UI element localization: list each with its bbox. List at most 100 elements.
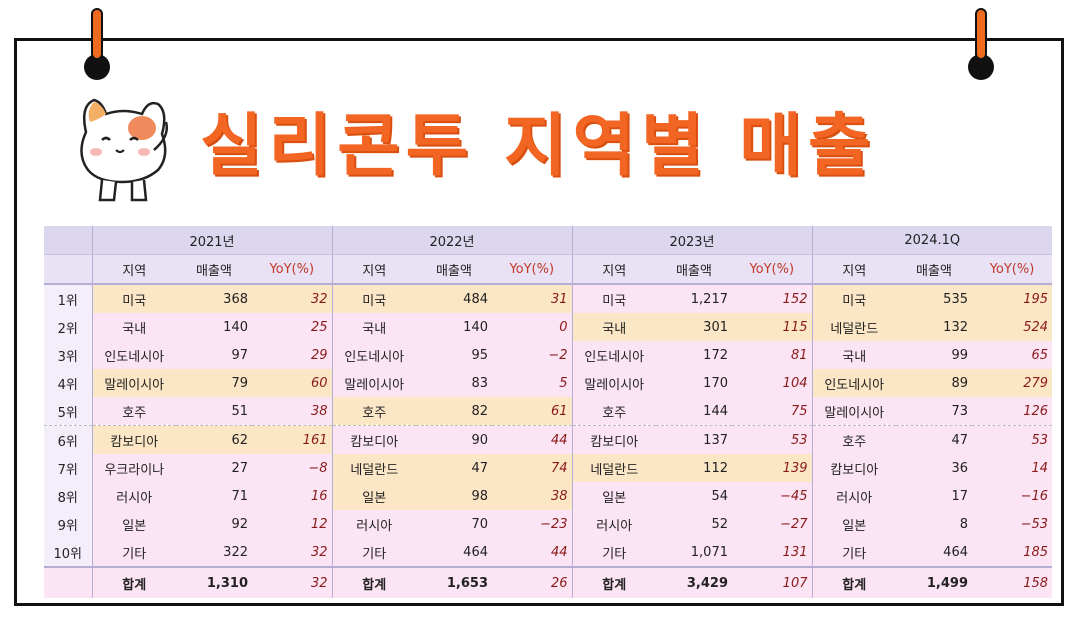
- yoy-cell: 524: [972, 313, 1053, 341]
- col-region: 지역: [571, 254, 656, 285]
- sales-cell: 52: [656, 510, 732, 538]
- yoy-cell: 38: [252, 397, 332, 426]
- region-cell: 캄보디아: [91, 425, 176, 454]
- yoy-cell: 32: [252, 284, 332, 313]
- table-row: 5위 호주 51 38 호주 82 61 호주 144 75 말레이시아 73 126: [44, 397, 1053, 426]
- region-cell: 인도네시아: [571, 341, 656, 369]
- yoy-cell: 185: [972, 538, 1053, 567]
- rank-cell: 9위: [44, 510, 92, 538]
- table-row: 3위 인도네시아 97 29 인도네시아 95 −2 인도네시아 172 81 국내 99 65: [44, 341, 1053, 369]
- region-cell: 일본: [91, 510, 176, 538]
- yoy-cell: −8: [252, 454, 332, 482]
- year-header: 2023년: [571, 226, 812, 255]
- table-row: 2위 국내 140 25 국내 140 0 국내 301 115 네덜란드 132 524: [44, 313, 1053, 341]
- yoy-cell: 126: [972, 397, 1053, 426]
- region-cell: 국내: [91, 313, 176, 341]
- region-cell: 미국: [811, 284, 896, 313]
- yoy-cell: 161: [252, 425, 332, 454]
- yoy-cell: 61: [492, 397, 572, 426]
- yoy-cell: 115: [732, 313, 812, 341]
- col-region: 지역: [91, 254, 176, 285]
- sales-cell: 47: [416, 454, 492, 482]
- region-cell: 기타: [91, 538, 176, 567]
- rank-cell: 8위: [44, 482, 92, 510]
- sales-cell: 99: [896, 341, 972, 369]
- region-cell: 캄보디아: [331, 425, 416, 454]
- sales-cell: 170: [656, 369, 732, 397]
- sales-cell: 90: [416, 425, 492, 454]
- region-cell: 러시아: [91, 482, 176, 510]
- col-yoy: YoY(%): [492, 254, 572, 285]
- yoy-cell: 5: [492, 369, 572, 397]
- yoy-cell: 0: [492, 313, 572, 341]
- sales-cell: 92: [176, 510, 252, 538]
- region-cell: 말레이시아: [811, 397, 896, 426]
- region-cell: 네덜란드: [571, 454, 656, 482]
- col-sales: 매출액: [416, 254, 492, 285]
- pin-right-icon: [968, 8, 994, 80]
- total-yoy: 158: [972, 566, 1053, 598]
- total-yoy: 107: [732, 566, 812, 598]
- yoy-cell: −23: [492, 510, 572, 538]
- sales-cell: 368: [176, 284, 252, 313]
- region-cell: 말레이시아: [91, 369, 176, 397]
- sales-cell: 97: [176, 341, 252, 369]
- region-cell: 러시아: [331, 510, 416, 538]
- yoy-cell: −45: [732, 482, 812, 510]
- sales-cell: 98: [416, 482, 492, 510]
- region-cell: 미국: [91, 284, 176, 313]
- region-cell: 기타: [811, 538, 896, 567]
- sales-cell: 1,071: [656, 538, 732, 567]
- yoy-cell: 53: [972, 425, 1053, 454]
- region-cell: 호주: [91, 397, 176, 426]
- yoy-cell: 279: [972, 369, 1053, 397]
- table-row: 6위 캄보디아 62 161 캄보디아 90 44 캄보디아 137 53 호주 47 53: [44, 425, 1053, 454]
- sales-cell: 8: [896, 510, 972, 538]
- region-cell: 러시아: [811, 482, 896, 510]
- yoy-cell: 81: [732, 341, 812, 369]
- col-sales: 매출액: [656, 254, 732, 285]
- total-sales: 1,310: [176, 566, 252, 598]
- sales-cell: 140: [176, 313, 252, 341]
- sales-cell: 464: [896, 538, 972, 567]
- sales-cell: 301: [656, 313, 732, 341]
- regional-sales-table: 2021년 2022년 2023년 2024.1Q 지역 매출액 YoY(%) …: [44, 226, 1053, 598]
- region-cell: 네덜란드: [331, 454, 416, 482]
- year-header: 2022년: [331, 226, 572, 255]
- sales-cell: 89: [896, 369, 972, 397]
- sales-cell: 71: [176, 482, 252, 510]
- sales-cell: 1,217: [656, 284, 732, 313]
- sales-cell: 47: [896, 425, 972, 454]
- rank-cell: 4위: [44, 369, 92, 397]
- yoy-cell: 75: [732, 397, 812, 426]
- table-row: 8위 러시아 71 16 일본 98 38 일본 54 −45 러시아 17 −16: [44, 482, 1053, 510]
- col-region: 지역: [811, 254, 896, 285]
- corner-cell: [44, 226, 92, 255]
- region-cell: 국내: [571, 313, 656, 341]
- year-header: 2024.1Q: [811, 226, 1053, 255]
- region-cell: 캄보디아: [571, 425, 656, 454]
- region-cell: 국내: [331, 313, 416, 341]
- yoy-cell: 44: [492, 425, 572, 454]
- region-cell: 인도네시아: [811, 369, 896, 397]
- rank-cell: 6위: [44, 425, 92, 454]
- table-row: 10위 기타 322 32 기타 464 44 기타 1,071 131 기타 464 185: [44, 538, 1053, 567]
- sales-cell: 79: [176, 369, 252, 397]
- column-header-row: 지역 매출액 YoY(%) 지역 매출액 YoY(%) 지역 매출액 YoY(%…: [44, 254, 1053, 285]
- rank-cell: 2위: [44, 313, 92, 341]
- sales-cell: 95: [416, 341, 492, 369]
- region-cell: 미국: [331, 284, 416, 313]
- yoy-cell: 60: [252, 369, 332, 397]
- cat-mascot-icon: [80, 98, 168, 202]
- total-sales: 3,429: [656, 566, 732, 598]
- total-sales: 1,499: [896, 566, 972, 598]
- sales-cell: 172: [656, 341, 732, 369]
- sales-cell: 112: [656, 454, 732, 482]
- yoy-cell: −53: [972, 510, 1053, 538]
- table-row: 7위 우크라이나 27 −8 네덜란드 47 74 네덜란드 112 139 캄보디아 36 14: [44, 454, 1053, 482]
- sales-cell: 484: [416, 284, 492, 313]
- yoy-cell: 16: [252, 482, 332, 510]
- col-region: 지역: [331, 254, 416, 285]
- yoy-cell: −2: [492, 341, 572, 369]
- sales-cell: 464: [416, 538, 492, 567]
